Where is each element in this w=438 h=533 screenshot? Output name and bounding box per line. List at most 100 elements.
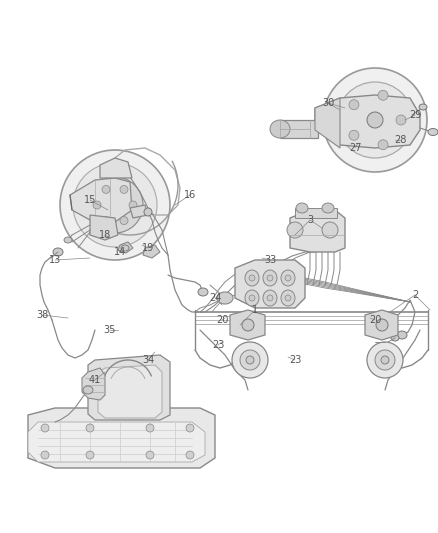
Ellipse shape	[246, 356, 254, 364]
Text: 16: 16	[184, 190, 196, 200]
Ellipse shape	[376, 319, 388, 331]
Ellipse shape	[349, 100, 359, 110]
Polygon shape	[90, 215, 118, 240]
Polygon shape	[290, 210, 345, 252]
Text: 2: 2	[412, 290, 418, 300]
Text: 20: 20	[369, 315, 381, 325]
Text: 15: 15	[84, 195, 96, 205]
Ellipse shape	[64, 237, 72, 243]
Ellipse shape	[93, 201, 101, 209]
Ellipse shape	[120, 216, 128, 224]
Ellipse shape	[249, 295, 255, 301]
Ellipse shape	[120, 185, 128, 193]
Ellipse shape	[232, 342, 268, 378]
Ellipse shape	[396, 115, 406, 125]
Ellipse shape	[249, 275, 255, 281]
Ellipse shape	[121, 245, 129, 251]
Ellipse shape	[296, 203, 308, 213]
Ellipse shape	[146, 451, 154, 459]
Polygon shape	[28, 408, 215, 468]
Ellipse shape	[349, 130, 359, 140]
Ellipse shape	[322, 203, 334, 213]
Ellipse shape	[186, 424, 194, 432]
Ellipse shape	[287, 222, 303, 238]
Text: 33: 33	[264, 255, 276, 265]
Ellipse shape	[323, 68, 427, 172]
Ellipse shape	[60, 150, 170, 260]
Ellipse shape	[375, 350, 395, 370]
Ellipse shape	[86, 451, 94, 459]
Ellipse shape	[86, 424, 94, 432]
Ellipse shape	[129, 201, 137, 209]
Ellipse shape	[322, 222, 338, 238]
Ellipse shape	[337, 82, 413, 158]
Polygon shape	[118, 242, 133, 253]
Polygon shape	[88, 355, 170, 420]
Polygon shape	[230, 310, 265, 340]
Text: 23: 23	[289, 355, 301, 365]
Ellipse shape	[102, 216, 110, 224]
Ellipse shape	[245, 270, 259, 286]
Ellipse shape	[367, 342, 403, 378]
Ellipse shape	[391, 335, 399, 341]
Ellipse shape	[353, 98, 397, 142]
Text: 3: 3	[307, 215, 313, 225]
Ellipse shape	[102, 185, 110, 193]
Text: 19: 19	[142, 243, 154, 253]
Text: 18: 18	[99, 230, 111, 240]
Ellipse shape	[419, 104, 427, 110]
Polygon shape	[70, 178, 132, 222]
Polygon shape	[82, 368, 105, 400]
Text: 41: 41	[89, 375, 101, 385]
Ellipse shape	[367, 112, 383, 128]
Ellipse shape	[83, 386, 93, 394]
Ellipse shape	[378, 140, 388, 150]
Ellipse shape	[428, 128, 438, 135]
Text: 24: 24	[209, 293, 221, 303]
Ellipse shape	[267, 295, 273, 301]
Ellipse shape	[397, 331, 407, 339]
Text: 1: 1	[252, 305, 258, 315]
Ellipse shape	[87, 177, 143, 233]
Polygon shape	[28, 422, 205, 462]
Text: 34: 34	[142, 355, 154, 365]
Ellipse shape	[217, 292, 233, 304]
Ellipse shape	[105, 195, 125, 215]
Ellipse shape	[378, 90, 388, 100]
Text: 30: 30	[322, 98, 334, 108]
Polygon shape	[315, 98, 340, 148]
Bar	[295, 208, 337, 218]
Ellipse shape	[285, 295, 291, 301]
Ellipse shape	[267, 275, 273, 281]
Text: 27: 27	[349, 143, 361, 153]
Ellipse shape	[146, 424, 154, 432]
Ellipse shape	[242, 319, 254, 331]
Ellipse shape	[240, 350, 260, 370]
Ellipse shape	[263, 290, 277, 306]
Text: 20: 20	[216, 315, 228, 325]
Bar	[280, 120, 318, 138]
Text: 13: 13	[49, 255, 61, 265]
Polygon shape	[98, 365, 162, 418]
Ellipse shape	[186, 451, 194, 459]
Text: 28: 28	[394, 135, 406, 145]
Ellipse shape	[281, 270, 295, 286]
Ellipse shape	[281, 290, 295, 306]
Ellipse shape	[285, 275, 291, 281]
Ellipse shape	[263, 270, 277, 286]
Text: 29: 29	[409, 110, 421, 120]
Ellipse shape	[53, 248, 63, 256]
Polygon shape	[130, 205, 148, 218]
Polygon shape	[100, 158, 132, 178]
Text: 14: 14	[114, 247, 126, 257]
Ellipse shape	[270, 120, 290, 138]
Ellipse shape	[41, 451, 49, 459]
Ellipse shape	[245, 290, 259, 306]
Polygon shape	[365, 310, 398, 340]
Text: 35: 35	[104, 325, 116, 335]
Ellipse shape	[381, 356, 389, 364]
Ellipse shape	[41, 424, 49, 432]
Polygon shape	[235, 260, 305, 308]
Text: 23: 23	[212, 340, 224, 350]
Polygon shape	[143, 245, 160, 258]
